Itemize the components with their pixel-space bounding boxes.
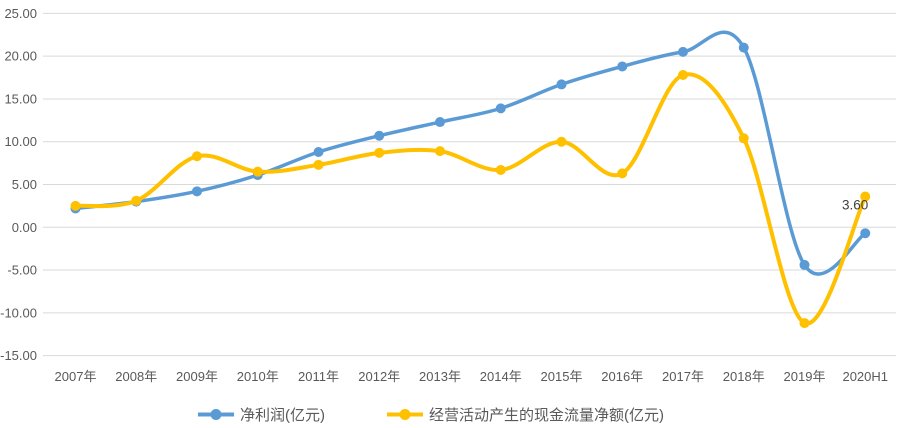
series-marker-1 [617,168,628,179]
legend-line-dot-icon [387,409,423,420]
x-tick-label: 2007年 [55,369,97,384]
x-tick-label: 2014年 [480,369,522,384]
series-marker-1 [860,191,871,202]
legend-line-dot-icon [198,409,234,420]
x-tick-label: 2011年 [298,369,339,384]
data-label: 3.60 [842,197,868,212]
x-tick-label: 2010年 [237,369,279,384]
x-tick-label: 2013年 [419,369,461,384]
series-marker-0 [313,146,324,157]
series-marker-0 [374,130,385,141]
series-marker-0 [799,259,810,270]
series-marker-0 [617,61,628,72]
x-tick-label: 2018年 [723,369,765,384]
series-line-0 [73,30,867,276]
series-marker-0 [495,103,506,114]
x-tick-label: 2020H1 [842,369,888,384]
y-tick-label: 20.00 [4,49,37,64]
x-tick-label: 2009年 [176,369,218,384]
series-marker-1 [313,159,324,170]
series-marker-0 [678,46,688,57]
y-tick-label: 15.00 [4,91,37,106]
x-tick-label: 2019年 [784,369,826,384]
series-marker-1 [131,195,142,206]
series-marker-1 [678,69,688,80]
x-tick-label: 2008年 [115,369,157,384]
series-marker-1 [738,133,749,144]
y-tick-label: 25.00 [4,6,37,21]
series-marker-0 [556,79,567,90]
series-marker-1 [556,136,567,147]
legend-item-net-profit: 净利润(亿元) [198,404,325,425]
series-marker-1 [374,147,385,158]
series-marker-1 [252,166,263,177]
x-tick-label: 2015年 [541,369,583,384]
series-marker-1 [192,151,202,162]
y-tick-label: -10.00 [0,305,37,320]
x-tick-label: 2012年 [358,369,400,384]
y-tick-label: 5.00 [12,177,37,192]
legend-item-operating-cash-flow: 经营活动产生的现金流量净额(亿元) [387,404,664,425]
series-marker-0 [738,42,749,53]
y-tick-label: 10.00 [4,134,37,149]
series-marker-0 [860,228,871,239]
series-marker-1 [435,146,445,157]
y-tick-label: -5.00 [7,263,37,278]
x-tick-label: 2016年 [601,369,643,384]
series-marker-1 [799,318,810,329]
legend-label-operating-cash-flow: 经营活动产生的现金流量净额(亿元) [429,407,664,424]
series-marker-0 [192,186,202,197]
y-tick-label: 0.00 [12,220,37,235]
y-tick-label: -15.00 [0,348,37,363]
x-tick-label: 2017年 [662,369,704,384]
series-marker-1 [495,164,506,175]
series-marker-1 [70,200,81,211]
chart-legend: 净利润(亿元) 经营活动产生的现金流量净额(亿元) [198,404,664,425]
series-marker-0 [435,117,445,128]
series-line-1 [73,72,868,326]
legend-label-net-profit: 净利润(亿元) [240,407,325,424]
